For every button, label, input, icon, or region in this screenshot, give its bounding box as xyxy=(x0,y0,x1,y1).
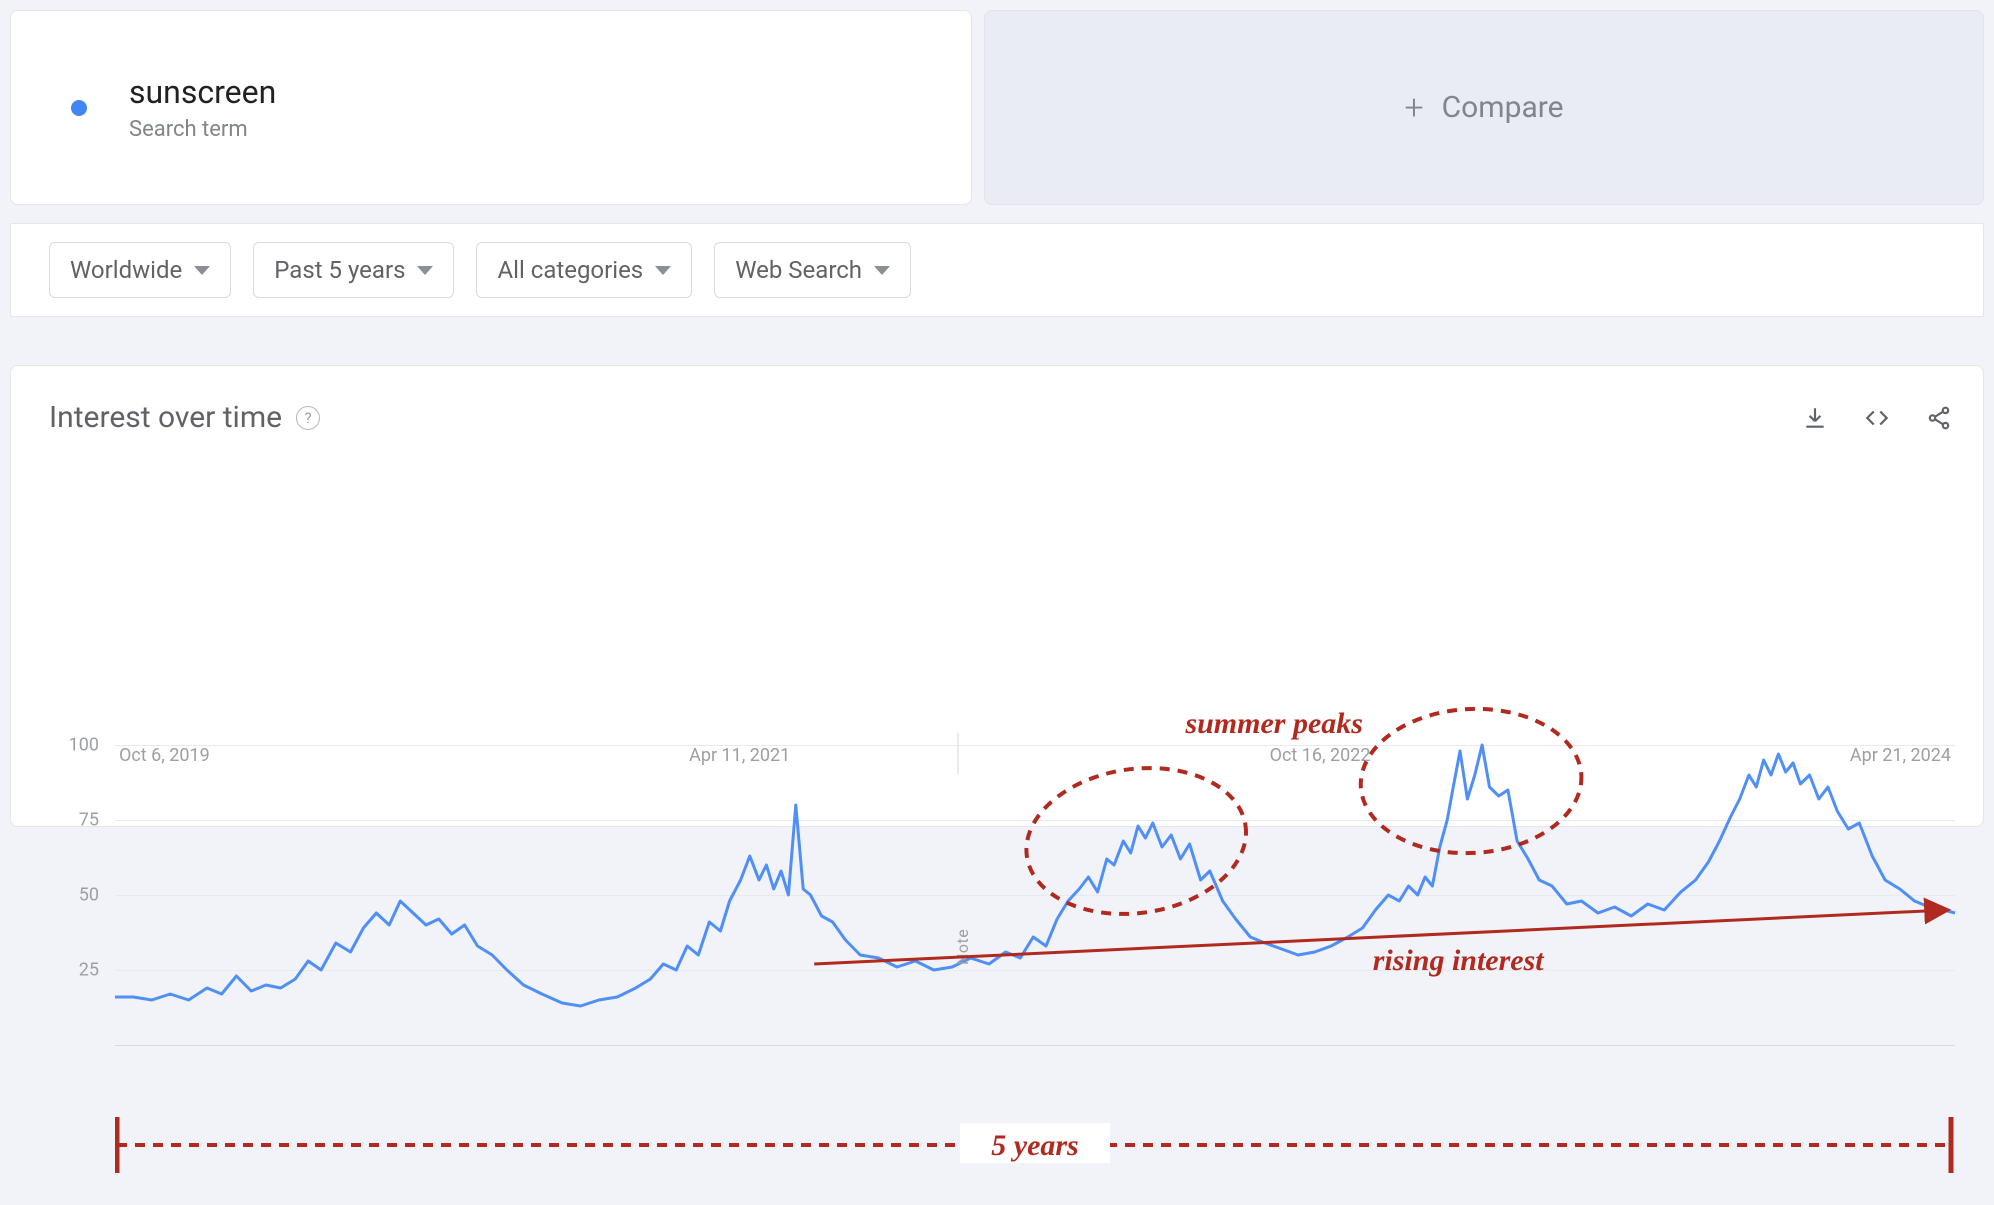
plus-icon: + xyxy=(1404,91,1423,125)
filters-bar: Worldwide Past 5 years All categories We… xyxy=(10,223,1984,317)
help-icon[interactable]: ? xyxy=(296,406,320,430)
search-term-subtitle: Search term xyxy=(129,117,276,142)
search-term-card[interactable]: sunscreen Search term xyxy=(10,10,972,205)
embed-icon[interactable] xyxy=(1863,404,1891,432)
series-bullet xyxy=(71,100,87,116)
chevron-down-icon xyxy=(874,266,890,275)
compare-label: Compare xyxy=(1442,90,1564,125)
chevron-down-icon xyxy=(194,266,210,275)
filter-timerange[interactable]: Past 5 years xyxy=(253,242,454,298)
y-tick-label: 75 xyxy=(79,810,99,831)
search-term-title: sunscreen xyxy=(129,73,276,111)
chevron-down-icon xyxy=(417,266,433,275)
y-tick-label: 50 xyxy=(79,885,99,906)
line-chart xyxy=(115,745,1955,1045)
y-tick-label: 100 xyxy=(69,735,99,756)
filter-region[interactable]: Worldwide xyxy=(49,242,231,298)
y-tick-label: 25 xyxy=(79,960,99,981)
filter-searchtype[interactable]: Web Search xyxy=(714,242,911,298)
chart-plot-area: 255075100 Note Oct 6, 2019Apr 11, 2021Oc… xyxy=(49,745,1953,766)
chart-title: Interest over time xyxy=(49,400,282,435)
compare-button[interactable]: + Compare xyxy=(984,10,1984,205)
download-icon[interactable] xyxy=(1801,404,1829,432)
filter-category[interactable]: All categories xyxy=(476,242,692,298)
share-icon[interactable] xyxy=(1925,404,1953,432)
chart-card: Interest over time ? 255075100 Not xyxy=(10,365,1984,827)
chevron-down-icon xyxy=(655,266,671,275)
svg-text:5 years: 5 years xyxy=(991,1129,1078,1162)
svg-text:summer peaks: summer peaks xyxy=(1184,707,1363,740)
